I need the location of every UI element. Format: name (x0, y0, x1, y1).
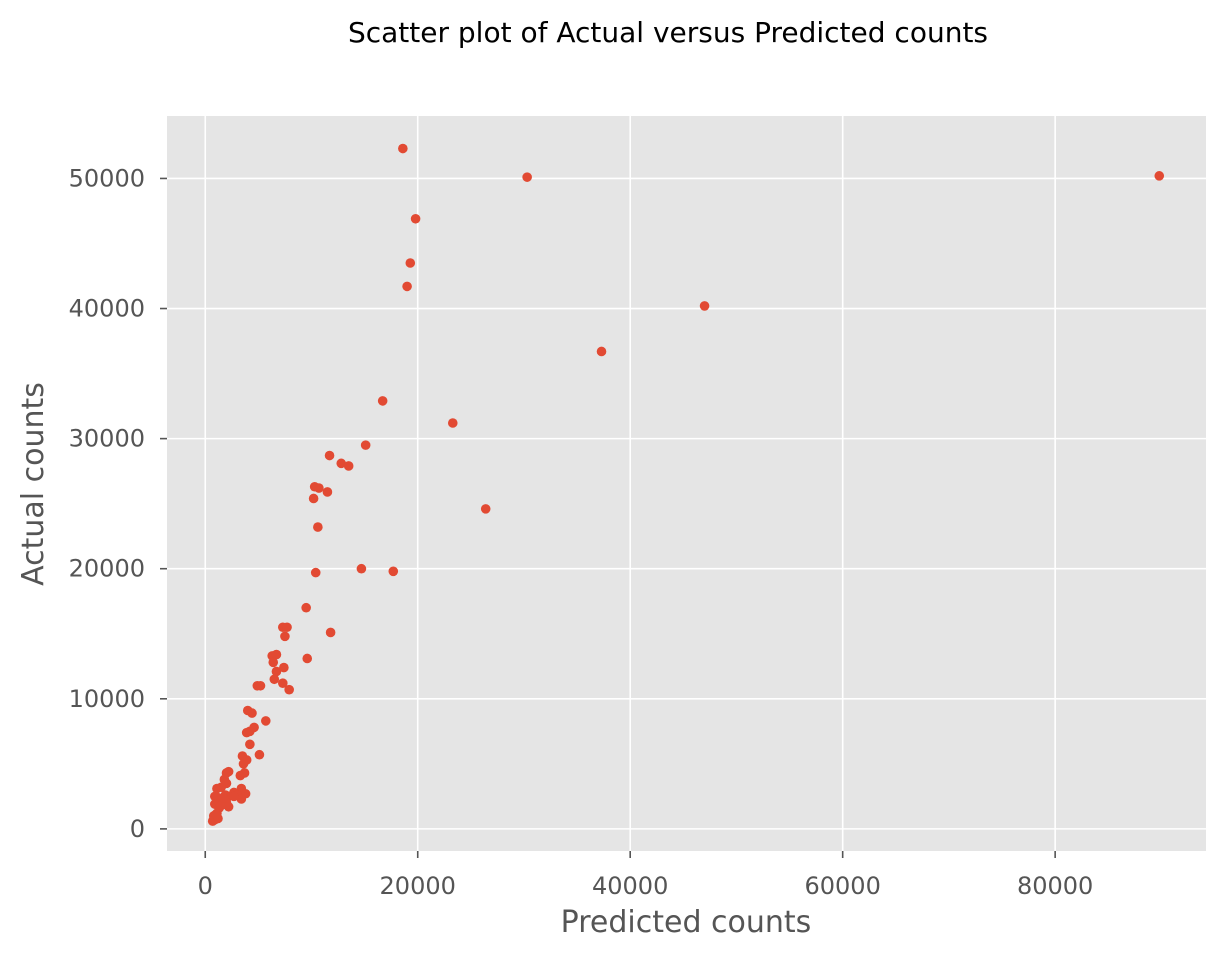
grid-lines (167, 116, 1206, 851)
data-point-44 (241, 727, 252, 738)
data-point-8 (377, 396, 388, 406)
data-point-16 (322, 487, 333, 497)
data-point-30 (302, 653, 313, 664)
data-point-2 (1154, 171, 1165, 181)
data-point-9 (447, 418, 458, 428)
data-point-33 (271, 666, 282, 677)
data-point-49 (238, 759, 249, 769)
data-point-29 (271, 649, 282, 660)
data-point-23 (301, 602, 311, 613)
data-point-3 (410, 213, 421, 224)
data-point-20 (356, 563, 367, 574)
data-point-18 (480, 504, 491, 514)
x-tick-label-0: 0 (198, 872, 213, 900)
plot-background (167, 116, 1206, 851)
data-point-35 (277, 678, 288, 688)
data-point-21 (388, 566, 399, 577)
data-point-45 (245, 739, 255, 750)
data-point-1 (522, 172, 532, 182)
data-point-15 (314, 483, 324, 493)
x-tick-label-4: 80000 (1017, 872, 1093, 900)
data-point-26 (325, 627, 336, 638)
data-point-19 (313, 522, 323, 532)
y-tick-label-1: 10000 (69, 685, 145, 713)
data-point-27 (280, 631, 290, 642)
data-point-34 (269, 674, 280, 685)
data-point-11 (324, 450, 335, 461)
data-point-17 (308, 493, 319, 504)
y-axis-label: Actual counts (16, 382, 51, 586)
y-tick-label-3: 30000 (69, 425, 145, 453)
data-point-81 (229, 791, 239, 802)
axis-ticks: 0 20000 40000 60000 80000 0 10000 20000 30000 400… (69, 164, 1094, 900)
data-point-12 (336, 458, 347, 469)
chart-title: Scatter plot of Actual versus Predicted … (348, 16, 988, 49)
data-point-31 (268, 657, 279, 668)
data-point-46 (254, 749, 265, 760)
x-tick-label-2: 40000 (592, 872, 668, 900)
data-point-41 (261, 716, 271, 726)
data-point-5 (402, 281, 412, 292)
data-points (207, 143, 1165, 826)
data-point-53 (223, 766, 234, 777)
data-point-70 (223, 801, 234, 812)
y-tick-label-5: 50000 (69, 164, 145, 192)
data-point-4 (405, 258, 416, 268)
data-point-22 (310, 567, 321, 578)
data-point-40 (247, 708, 257, 718)
data-point-79 (216, 800, 226, 811)
data-point-13 (343, 461, 354, 471)
y-tick-label-4: 40000 (69, 295, 145, 323)
x-tick-label-1: 20000 (380, 872, 456, 900)
data-point-0 (398, 143, 408, 154)
data-point-51 (239, 768, 250, 778)
data-point-10 (360, 440, 371, 450)
data-point-37 (255, 680, 266, 691)
data-point-6 (699, 301, 710, 311)
data-point-25 (282, 622, 292, 633)
x-tick-label-3: 60000 (804, 872, 880, 900)
data-point-57 (212, 783, 222, 794)
data-point-38 (284, 684, 294, 695)
data-point-78 (211, 809, 221, 820)
y-tick-label-2: 20000 (69, 555, 145, 583)
data-point-66 (236, 794, 247, 804)
data-point-80 (218, 792, 229, 803)
y-tick-label-0: 0 (130, 815, 145, 843)
data-point-7 (596, 346, 607, 357)
x-axis-label: Predicted counts (561, 905, 812, 940)
data-point-32 (279, 662, 289, 673)
